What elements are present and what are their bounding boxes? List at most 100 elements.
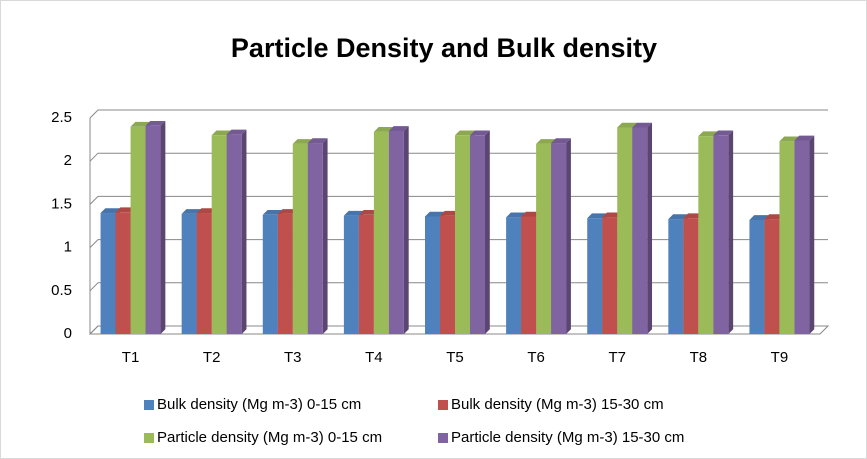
bar xyxy=(536,143,552,334)
bar xyxy=(521,216,537,334)
grid-line xyxy=(89,239,828,248)
legend-swatch xyxy=(144,400,154,410)
bar-top xyxy=(196,208,217,214)
grid-line xyxy=(89,195,828,205)
bar xyxy=(602,217,618,334)
bar-top xyxy=(262,209,283,215)
bar xyxy=(115,212,131,334)
bar-top xyxy=(536,139,556,144)
bar-side xyxy=(403,126,409,334)
legend-label: Particle density (Mg m-3) 0-15 cm xyxy=(157,429,382,446)
legend-label: Bulk density (Mg m-3) 15-30 cm xyxy=(451,396,664,413)
y-tick-label: 0.5 xyxy=(51,282,72,299)
bar xyxy=(749,219,765,334)
bar xyxy=(292,143,308,334)
legend-swatch xyxy=(438,400,448,410)
y-tick-label: 1.5 xyxy=(51,195,72,212)
bar xyxy=(764,219,780,334)
bar-top xyxy=(506,212,526,218)
bar xyxy=(779,141,795,334)
bar-top xyxy=(440,210,460,216)
y-tick-label: 2.5 xyxy=(51,109,72,126)
x-tick-label: T8 xyxy=(690,349,708,366)
bar xyxy=(587,218,603,334)
x-tick-label: T5 xyxy=(446,349,464,366)
y-tick-label: 0 xyxy=(64,325,72,342)
grid-line xyxy=(89,282,828,292)
bar-top xyxy=(455,130,475,136)
bar xyxy=(358,214,374,334)
y-tick-label: 2 xyxy=(64,152,72,169)
bar-top xyxy=(373,127,394,132)
x-tick-label: T1 xyxy=(122,349,140,366)
bar-side xyxy=(647,122,653,334)
bar xyxy=(388,130,404,334)
bar xyxy=(632,127,648,334)
bar-top xyxy=(764,214,785,220)
bar xyxy=(617,127,633,334)
bar xyxy=(713,135,729,334)
bar-top xyxy=(425,211,445,217)
bar-top xyxy=(713,130,734,136)
bar xyxy=(145,125,161,334)
legend-swatch xyxy=(438,433,448,443)
bar xyxy=(506,217,522,334)
bar-side xyxy=(322,138,328,334)
bar-top xyxy=(470,130,490,136)
bar-side xyxy=(566,138,571,334)
legend-swatch xyxy=(144,433,154,443)
bar-top xyxy=(388,126,409,131)
bar xyxy=(277,213,293,334)
bar xyxy=(262,214,278,334)
bar xyxy=(130,126,146,334)
grid-line xyxy=(89,152,828,162)
bar xyxy=(551,143,567,334)
bar-top xyxy=(292,139,313,144)
bar xyxy=(455,135,470,334)
bar-top xyxy=(632,122,653,128)
bar xyxy=(100,213,116,334)
bar xyxy=(196,213,212,334)
legend-label: Bulk density (Mg m-3) 0-15 cm xyxy=(157,396,361,413)
grid-line xyxy=(89,109,828,119)
bar-top xyxy=(551,138,571,144)
bar xyxy=(440,215,455,334)
bar-side xyxy=(485,130,490,334)
bar-top xyxy=(358,209,379,215)
bar-top xyxy=(749,215,770,220)
x-tick-label: T6 xyxy=(527,349,545,366)
x-tick-label: T4 xyxy=(365,349,383,366)
bar-top xyxy=(226,129,247,135)
bar-top xyxy=(181,209,202,214)
bar xyxy=(698,136,714,334)
bar-top xyxy=(277,209,298,214)
bar xyxy=(343,215,359,334)
chart-title: Particle Density and Bulk density xyxy=(231,33,657,63)
x-tick-label: T2 xyxy=(203,349,221,366)
bar-top xyxy=(587,213,608,219)
bar xyxy=(794,140,810,334)
bar-top xyxy=(100,208,121,214)
bar-top xyxy=(130,121,151,127)
bar-top xyxy=(698,131,719,137)
bar xyxy=(373,131,389,334)
bar-top xyxy=(211,130,232,136)
bar xyxy=(307,143,323,334)
grid-line xyxy=(89,325,828,335)
bar-top xyxy=(617,122,638,128)
bar-side xyxy=(241,129,247,334)
y-tick-label: 1 xyxy=(64,239,72,256)
bar xyxy=(226,134,242,334)
bar-top xyxy=(794,135,815,141)
bar-top xyxy=(115,207,136,213)
bar-top xyxy=(668,214,689,220)
bar-top xyxy=(145,120,166,126)
bar-top xyxy=(307,138,328,144)
bar-top xyxy=(343,210,364,216)
bar-top xyxy=(779,136,800,142)
bar-top xyxy=(521,211,541,217)
bar xyxy=(470,135,485,334)
bar xyxy=(181,213,197,334)
x-tick-label: T3 xyxy=(284,349,302,366)
